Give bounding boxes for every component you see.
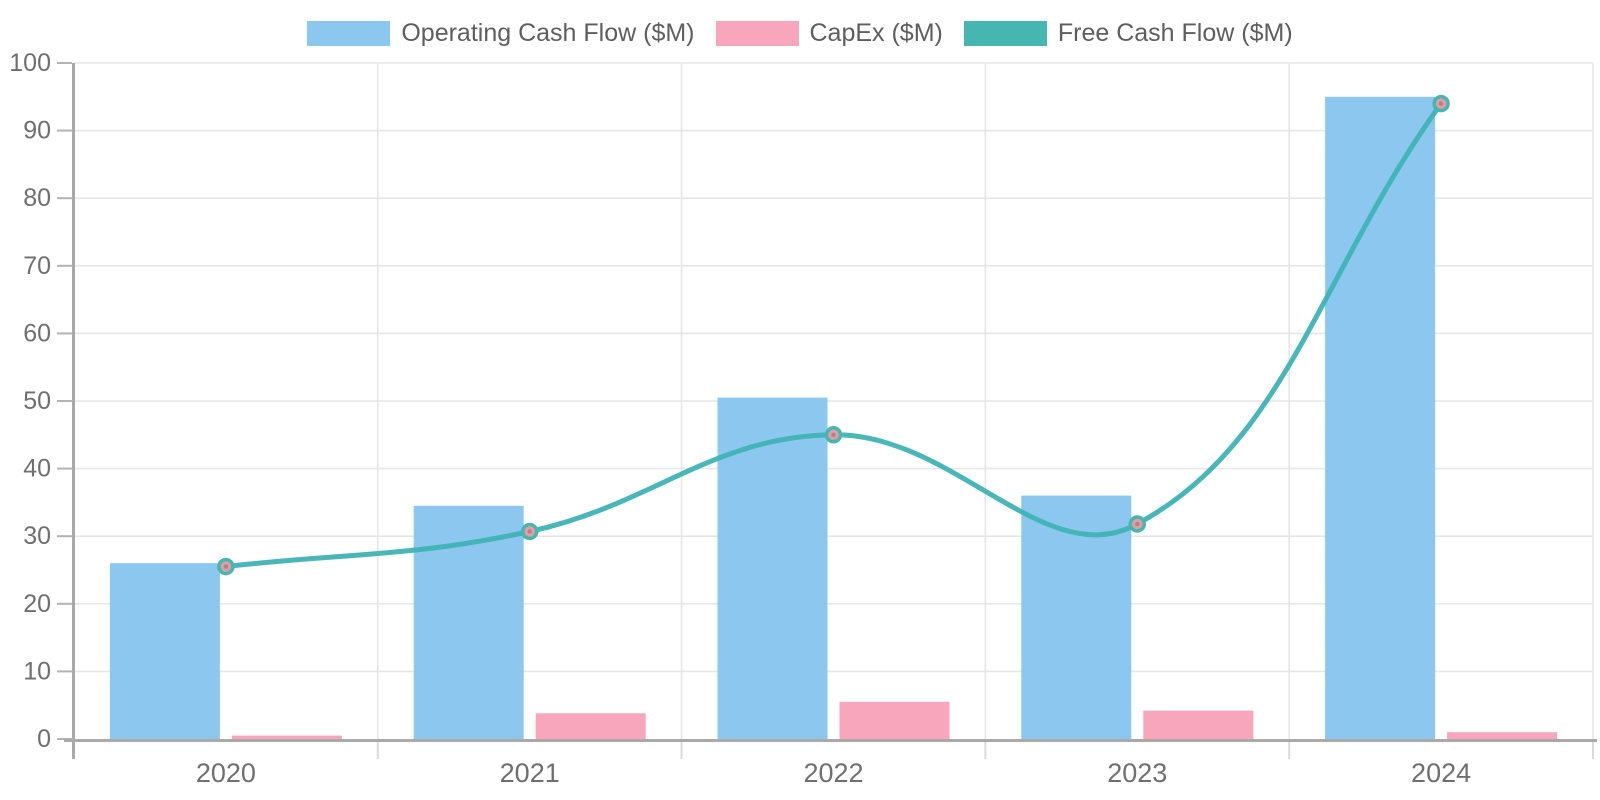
bar-series-operating-cash-flow (109, 96, 1436, 740)
point-center-dot (831, 432, 836, 437)
point-center-dot (1438, 101, 1444, 106)
y-tick-label: 30 (23, 522, 51, 550)
bar-operating-cash-flow-2024[interactable] (1325, 96, 1436, 740)
legend-swatch-free-cash-flow (963, 21, 1047, 46)
y-tick-label: 20 (23, 590, 51, 618)
legend-swatch-operating-cash-flow (307, 21, 391, 46)
x-tick-label: 2024 (1411, 758, 1471, 788)
bar-operating-cash-flow-2022[interactable] (717, 397, 828, 739)
legend-label-free-cash-flow: Free Cash Flow ($M) (1057, 19, 1293, 47)
bar-capex-2022[interactable] (839, 701, 950, 739)
x-tick-label: 2021 (500, 758, 560, 788)
y-tick-label: 10 (23, 657, 51, 685)
bar-capex-2021[interactable] (535, 713, 646, 739)
tick-marks (57, 62, 1594, 759)
y-tick-label: 100 (9, 49, 51, 77)
legend-item-operating-cash-flow[interactable]: Operating Cash Flow ($M) (307, 19, 695, 48)
y-tick-label: 90 (23, 117, 51, 145)
legend: Operating Cash Flow ($M) CapEx ($M) Free… (0, 19, 1600, 48)
y-tick-label: 50 (23, 387, 51, 415)
point-center-dot (223, 564, 229, 569)
gridlines (74, 62, 1594, 739)
axes (64, 63, 1597, 759)
x-tick-label: 2020 (196, 758, 256, 788)
legend-item-capex[interactable]: CapEx ($M) (715, 19, 943, 48)
y-tick-label: 40 (23, 455, 51, 483)
x-tick-label: 2022 (803, 758, 863, 788)
bar-capex-2020[interactable] (231, 735, 342, 739)
point-center-dot (527, 529, 532, 534)
y-tick-label: 60 (23, 319, 51, 347)
legend-label-operating-cash-flow: Operating Cash Flow ($M) (401, 19, 695, 47)
y-tick-label: 0 (37, 725, 51, 753)
bar-operating-cash-flow-2023[interactable] (1021, 495, 1132, 739)
legend-item-free-cash-flow[interactable]: Free Cash Flow ($M) (963, 19, 1293, 48)
y-axis-labels: 0 10 20 30 40 50 60 70 80 90 100 (9, 49, 51, 753)
bar-series-capex (231, 701, 1558, 739)
point-center-dot (1135, 521, 1140, 527)
bar-capex-2024[interactable] (1447, 732, 1558, 739)
line-free-cash-flow (223, 101, 1444, 570)
line-markers (217, 94, 1450, 576)
bar-operating-cash-flow-2020[interactable] (109, 563, 220, 739)
y-tick-label: 80 (23, 184, 51, 212)
legend-label-capex: CapEx ($M) (809, 19, 943, 47)
y-tick-label: 70 (23, 252, 51, 280)
x-axis-labels: 2020 2021 2022 2023 2024 (196, 758, 1471, 788)
x-tick-label: 2023 (1107, 758, 1167, 788)
bar-capex-2023[interactable] (1143, 710, 1254, 739)
legend-swatch-capex (715, 21, 799, 46)
